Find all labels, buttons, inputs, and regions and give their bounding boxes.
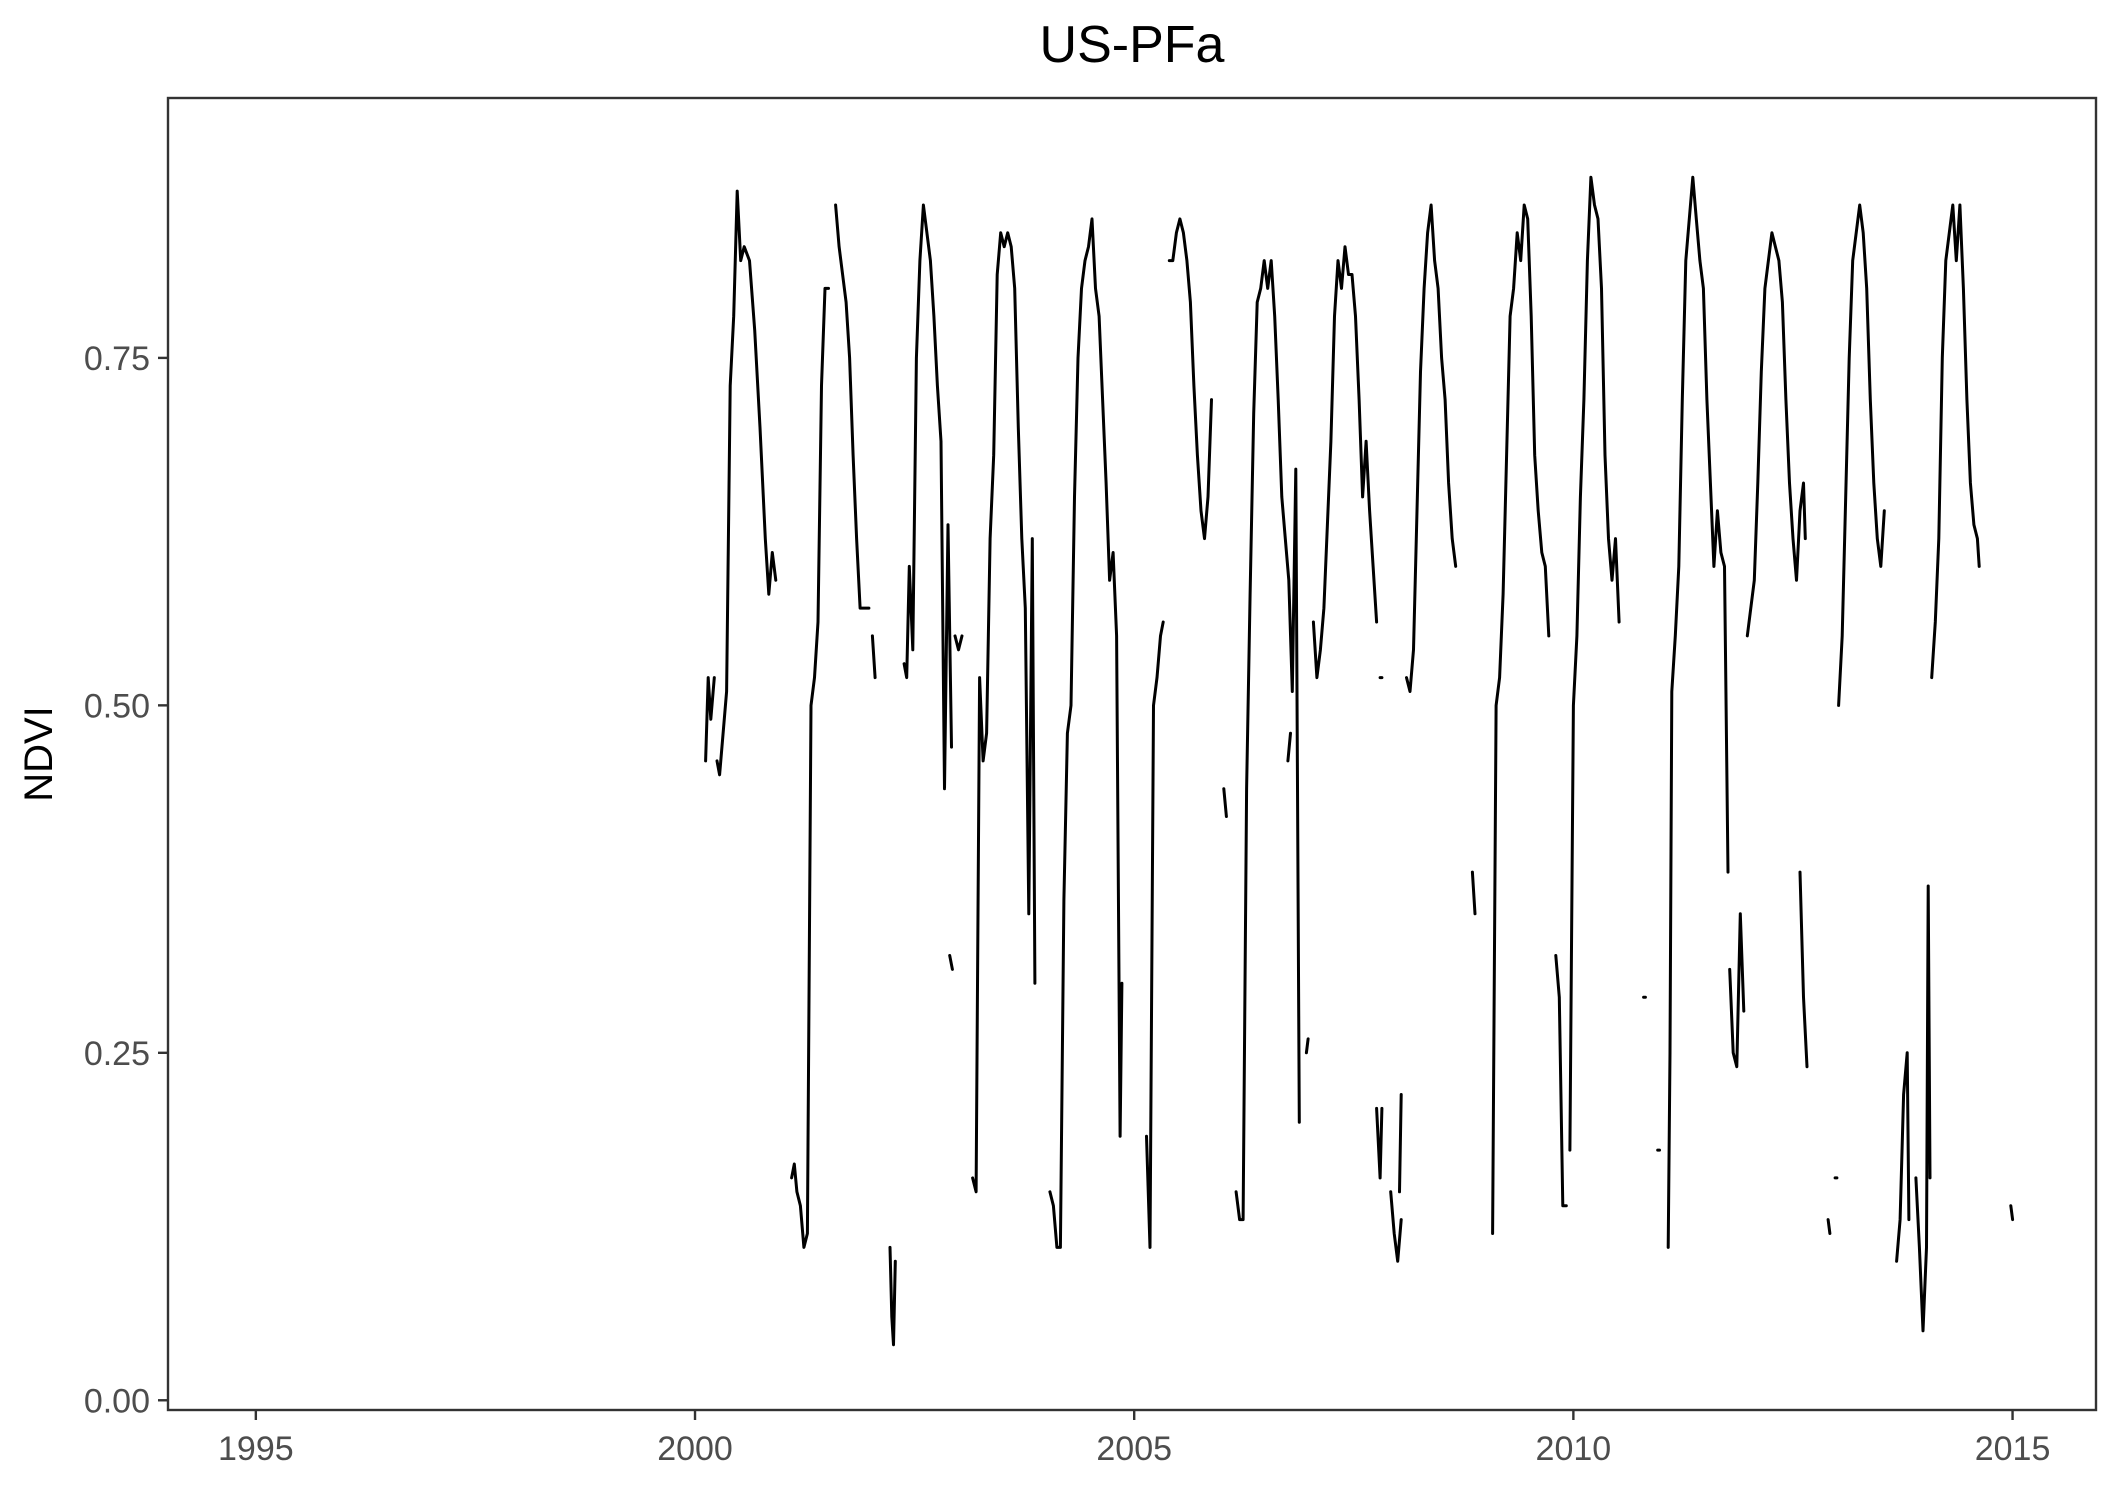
series-line-segment xyxy=(1311,245,1379,680)
ndvi-series xyxy=(704,175,2015,1347)
series-line-segment xyxy=(1222,787,1228,818)
x-tick-label: 1995 xyxy=(218,1430,294,1468)
series-line-segment xyxy=(2009,1204,2015,1222)
series-line-segment xyxy=(1145,620,1165,1249)
series-line-segment xyxy=(1389,1190,1403,1263)
series-line-segment xyxy=(715,189,778,777)
x-tick-label: 2010 xyxy=(1536,1430,1612,1468)
x-tick-label: 2000 xyxy=(657,1430,733,1468)
series-line-segment xyxy=(1167,217,1213,541)
series-line-segment xyxy=(1304,1037,1310,1055)
series-line-segment xyxy=(1568,175,1621,1152)
series-line-segment xyxy=(1375,1106,1384,1180)
x-axis: 1995 2000 2005 2010 2015 xyxy=(218,1410,2050,1468)
x-tick-label: 2015 xyxy=(1975,1430,2051,1468)
chart-title: US-PFa xyxy=(1040,16,1225,74)
series-line-segment xyxy=(971,231,1037,1194)
series-line-segment xyxy=(1798,870,1809,1069)
y-tick-label: 0.00 xyxy=(84,1382,150,1420)
series-line-segment xyxy=(1234,259,1301,1222)
series-line-segment xyxy=(953,634,964,652)
y-axis-title: NDVI xyxy=(17,706,61,802)
series-line-segment xyxy=(902,203,953,791)
series-line-segment xyxy=(1914,884,1932,1333)
y-tick-label: 0.50 xyxy=(84,687,150,725)
series-line-segment xyxy=(1398,1093,1403,1194)
series-line-segment xyxy=(1491,203,1551,1235)
series-line-segment xyxy=(1745,231,1807,638)
series-line-segment xyxy=(1837,203,1886,707)
series-line-segment xyxy=(704,676,716,763)
y-axis: 0.00 0.25 0.50 0.75 xyxy=(84,340,168,1420)
series-line-segment xyxy=(1666,175,1730,1249)
series-line-segment xyxy=(834,203,871,610)
series-line-segment xyxy=(948,954,954,971)
series-line-segment xyxy=(1895,1051,1911,1263)
series-line-segment xyxy=(1470,870,1477,916)
series-line-segment xyxy=(1405,203,1458,693)
series-line-segment xyxy=(1728,912,1746,1069)
series-line-segment xyxy=(888,1245,897,1347)
y-tick-label: 0.75 xyxy=(84,340,150,378)
series-line-segment xyxy=(1554,954,1568,1208)
series-line-segment xyxy=(1930,203,1981,680)
series-line-segment xyxy=(870,634,877,680)
series-line-segment xyxy=(790,286,830,1249)
y-tick-label: 0.25 xyxy=(84,1035,150,1073)
series-line-segment xyxy=(1826,1218,1832,1235)
plot-panel xyxy=(166,96,2098,1412)
series-line-segment xyxy=(1048,217,1124,1249)
series-line-segment xyxy=(1286,731,1292,763)
x-tick-label: 2005 xyxy=(1096,1430,1172,1468)
